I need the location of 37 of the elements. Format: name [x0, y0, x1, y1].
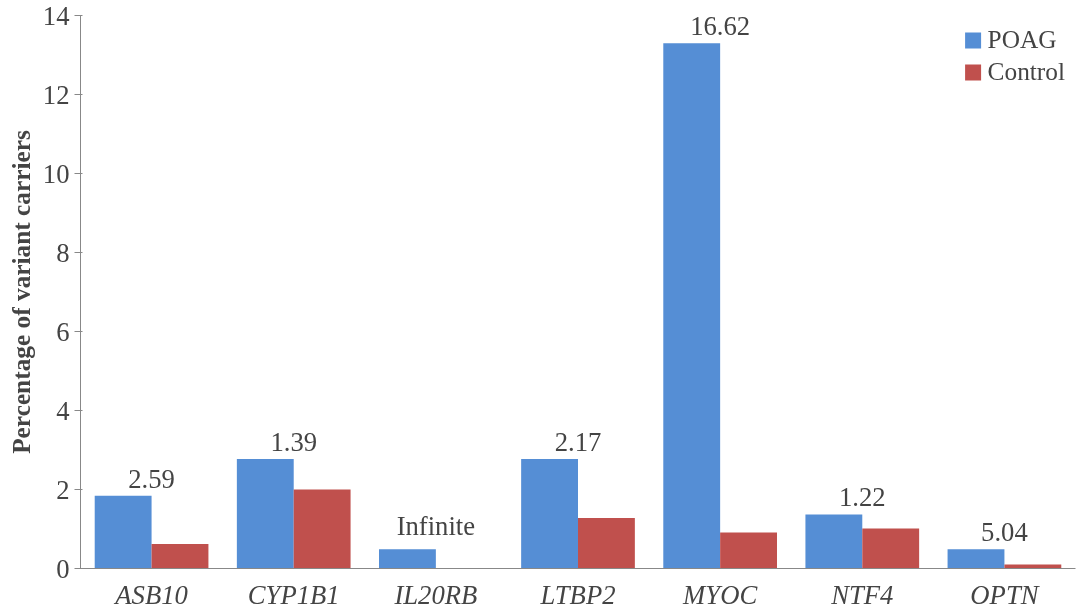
y-axis-title: Percentage of variant carriers — [6, 129, 35, 454]
bar — [663, 43, 721, 569]
x-tick-label: LTBP2 — [539, 579, 616, 610]
legend-label: POAG — [987, 25, 1057, 54]
bar — [151, 544, 209, 569]
y-tick-label: 2 — [56, 474, 70, 505]
bar — [947, 549, 1005, 569]
y-tick-label: 10 — [42, 158, 70, 189]
annotation: 16.62 — [690, 11, 751, 42]
annotation: 2.17 — [554, 427, 602, 458]
bar — [293, 489, 351, 569]
annotation: 1.39 — [270, 427, 318, 458]
bar — [862, 528, 920, 569]
y-tick-label: 14 — [42, 0, 70, 31]
y-tick-label: 12 — [42, 79, 70, 110]
x-tick-label: ASB10 — [113, 579, 188, 610]
y-tick-label: 0 — [56, 553, 70, 584]
annotation: Infinite — [396, 511, 476, 542]
legend-label: Control — [987, 57, 1065, 86]
y-tick-label: 4 — [56, 395, 70, 426]
annotation: 2.59 — [128, 463, 175, 494]
bar — [578, 517, 635, 569]
bar — [379, 549, 436, 569]
annotation: 5.04 — [981, 517, 1028, 548]
y-tick-label: 8 — [56, 237, 70, 268]
x-tick-label: OPTN — [970, 579, 1041, 610]
bar — [521, 459, 578, 569]
bar — [94, 495, 152, 569]
x-tick-label: CYP1B1 — [247, 579, 340, 610]
bar — [236, 459, 294, 569]
annotation: 1.22 — [838, 482, 886, 513]
x-tick-label: MYOC — [682, 579, 759, 610]
bar — [720, 532, 777, 569]
x-tick-label: IL20RB — [393, 579, 478, 610]
y-tick-label: 6 — [56, 316, 70, 347]
x-tick-label: NTF4 — [830, 579, 894, 610]
bar — [805, 514, 863, 569]
